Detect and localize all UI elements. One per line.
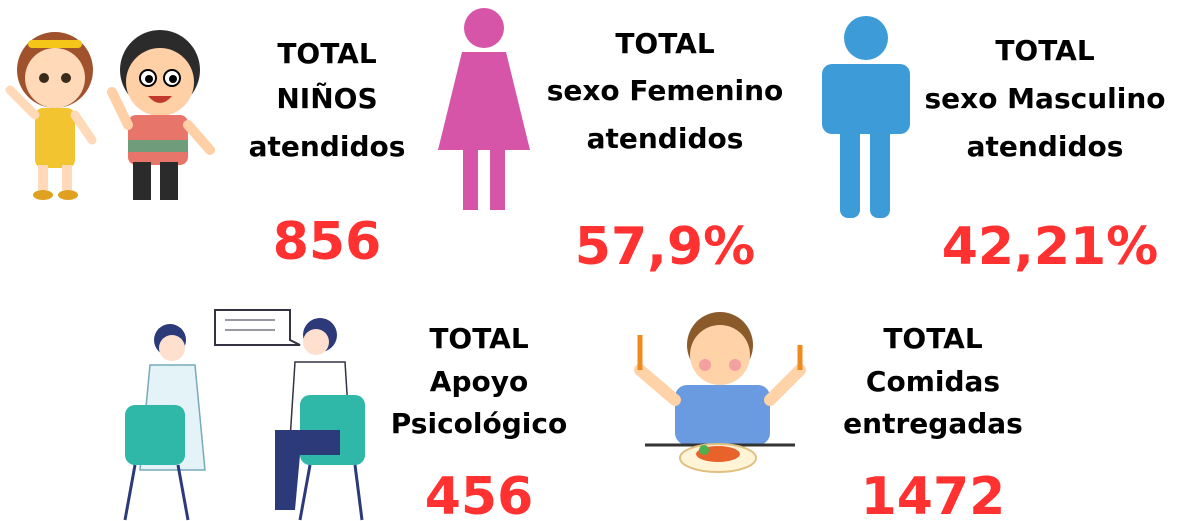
infographic: TOTAL NIÑOS atendidos 856 TOTAL sexo Femenino… [0,0,1191,521]
stat-value: 856 [273,212,382,272]
stat-label: sexo Femenino [547,74,784,107]
stat-value: 57,9% [575,217,755,277]
stat-label: Apoyo [430,365,528,398]
stat-label: TOTAL [277,37,376,70]
stat-label: TOTAL [883,322,982,355]
counseling-illustration [125,310,365,520]
kids-illustration [10,30,210,200]
stat-label: atendidos [249,130,406,163]
stat-label: TOTAL [429,322,528,355]
stat-label: Comidas [866,365,1000,398]
stat-value: 42,21% [942,217,1159,277]
stat-value: 456 [425,467,534,521]
stat-label: entregadas [843,407,1023,440]
stat-label: Psicológico [391,407,567,440]
stat-label: sexo Masculino [924,82,1165,115]
male-icon [822,16,910,218]
stat-label: TOTAL [615,27,714,60]
female-icon [438,8,530,210]
stat-label: atendidos [587,122,744,155]
stat-label: atendidos [967,130,1124,163]
stat-label: TOTAL [995,34,1094,67]
stat-label: NIÑOS [276,81,377,115]
stat-value: 1472 [861,467,1006,521]
eating-illustration [640,312,800,472]
